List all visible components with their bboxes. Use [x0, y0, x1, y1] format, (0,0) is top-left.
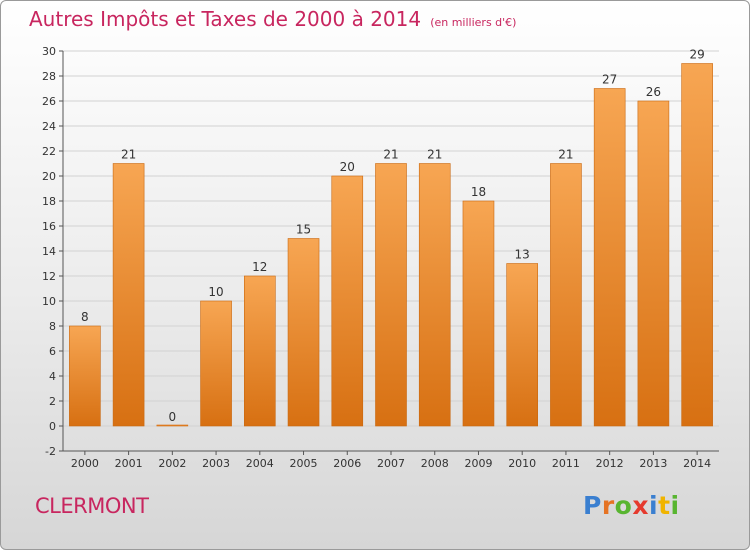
data-label-2011: 21 — [558, 148, 573, 162]
proxiti-logo: Proxiti — [583, 491, 680, 520]
y-tick-label: 20 — [42, 170, 56, 183]
data-label-2007: 21 — [383, 148, 398, 162]
bar-2000 — [69, 325, 101, 427]
logo-letter: o — [614, 491, 633, 520]
y-tick-label: 16 — [42, 220, 56, 233]
bar-2011 — [550, 163, 582, 427]
x-tick-label-2006: 2006 — [333, 457, 361, 470]
bar-2004 — [244, 275, 276, 427]
data-label-2008: 21 — [427, 148, 442, 162]
x-tick-label-2000: 2000 — [71, 457, 99, 470]
x-tick-label-2005: 2005 — [290, 457, 318, 470]
data-label-2005: 15 — [296, 223, 311, 237]
logo-letter: P — [583, 491, 602, 520]
y-tick-label: -2 — [45, 445, 56, 458]
x-tick-label-2007: 2007 — [377, 457, 405, 470]
y-tick-label: 6 — [49, 345, 56, 358]
data-label-2013: 26 — [646, 85, 661, 99]
y-tick-label: 8 — [49, 320, 56, 333]
data-label-2014: 29 — [689, 48, 704, 62]
bar-2007 — [375, 163, 407, 427]
x-tick-label-2012: 2012 — [596, 457, 624, 470]
logo-letter: t — [658, 491, 671, 520]
data-label-2001: 21 — [121, 148, 136, 162]
y-tick-label: 18 — [42, 195, 56, 208]
x-tick-label-2011: 2011 — [552, 457, 580, 470]
title-unit: (en milliers d'€) — [430, 16, 517, 29]
y-tick-label: 10 — [42, 295, 56, 308]
commune-name: CLERMONT — [35, 494, 149, 518]
data-label-2010: 13 — [515, 248, 530, 262]
bar-2005 — [287, 238, 320, 427]
x-tick-label-2003: 2003 — [202, 457, 230, 470]
data-label-2009: 18 — [471, 185, 486, 199]
bar-2009 — [462, 200, 495, 427]
bar-2001 — [112, 163, 145, 427]
title-main: Autres Impôts et Taxes de 2000 à 2014 — [29, 7, 422, 31]
bar-2012 — [593, 88, 626, 427]
bar-2006 — [331, 175, 364, 427]
bar-2013 — [637, 100, 670, 427]
y-tick-label: 14 — [42, 245, 56, 258]
y-tick-label: 24 — [42, 120, 56, 133]
bar-2003 — [200, 300, 232, 427]
data-label-2012: 27 — [602, 73, 617, 87]
y-tick-label: 2 — [49, 395, 56, 408]
bar-2014 — [681, 63, 713, 427]
x-tick-label-2014: 2014 — [683, 457, 711, 470]
data-label-2003: 10 — [208, 285, 223, 299]
x-tick-label-2001: 2001 — [115, 457, 143, 470]
logo-letter: r — [601, 491, 615, 520]
data-label-2004: 12 — [252, 260, 267, 274]
x-tick-label-2008: 2008 — [421, 457, 449, 470]
y-tick-label: 22 — [42, 145, 56, 158]
data-labels: 8 21 0 10 12 15 20 21 21 18 13 21 27 26 29 — [81, 48, 705, 425]
bars — [69, 63, 713, 427]
logo-letter: i — [670, 491, 680, 520]
bar-2010 — [506, 263, 539, 427]
x-tick-label-2002: 2002 — [158, 457, 186, 470]
y-tick-label: 4 — [49, 370, 56, 383]
logo-letter: x — [632, 491, 649, 520]
logo-letter: i — [649, 491, 659, 520]
data-label-2002: 0 — [169, 410, 177, 424]
bar-2008 — [418, 163, 451, 427]
data-label-2000: 8 — [81, 310, 89, 324]
data-label-2006: 20 — [340, 160, 355, 174]
x-tick-label-2004: 2004 — [246, 457, 274, 470]
y-tick-label: 28 — [42, 70, 56, 83]
y-tick-label: 30 — [42, 45, 56, 58]
x-tick-label-2009: 2009 — [464, 457, 492, 470]
x-tick-label-2013: 2013 — [639, 457, 667, 470]
y-tick-label: 12 — [42, 270, 56, 283]
x-tick-label-2010: 2010 — [508, 457, 536, 470]
y-tick-label: 26 — [42, 95, 56, 108]
y-tick-label: 0 — [49, 420, 56, 433]
chart-title: Autres Impôts et Taxes de 2000 à 2014 (e… — [29, 7, 516, 31]
bar-2002 — [156, 424, 189, 427]
